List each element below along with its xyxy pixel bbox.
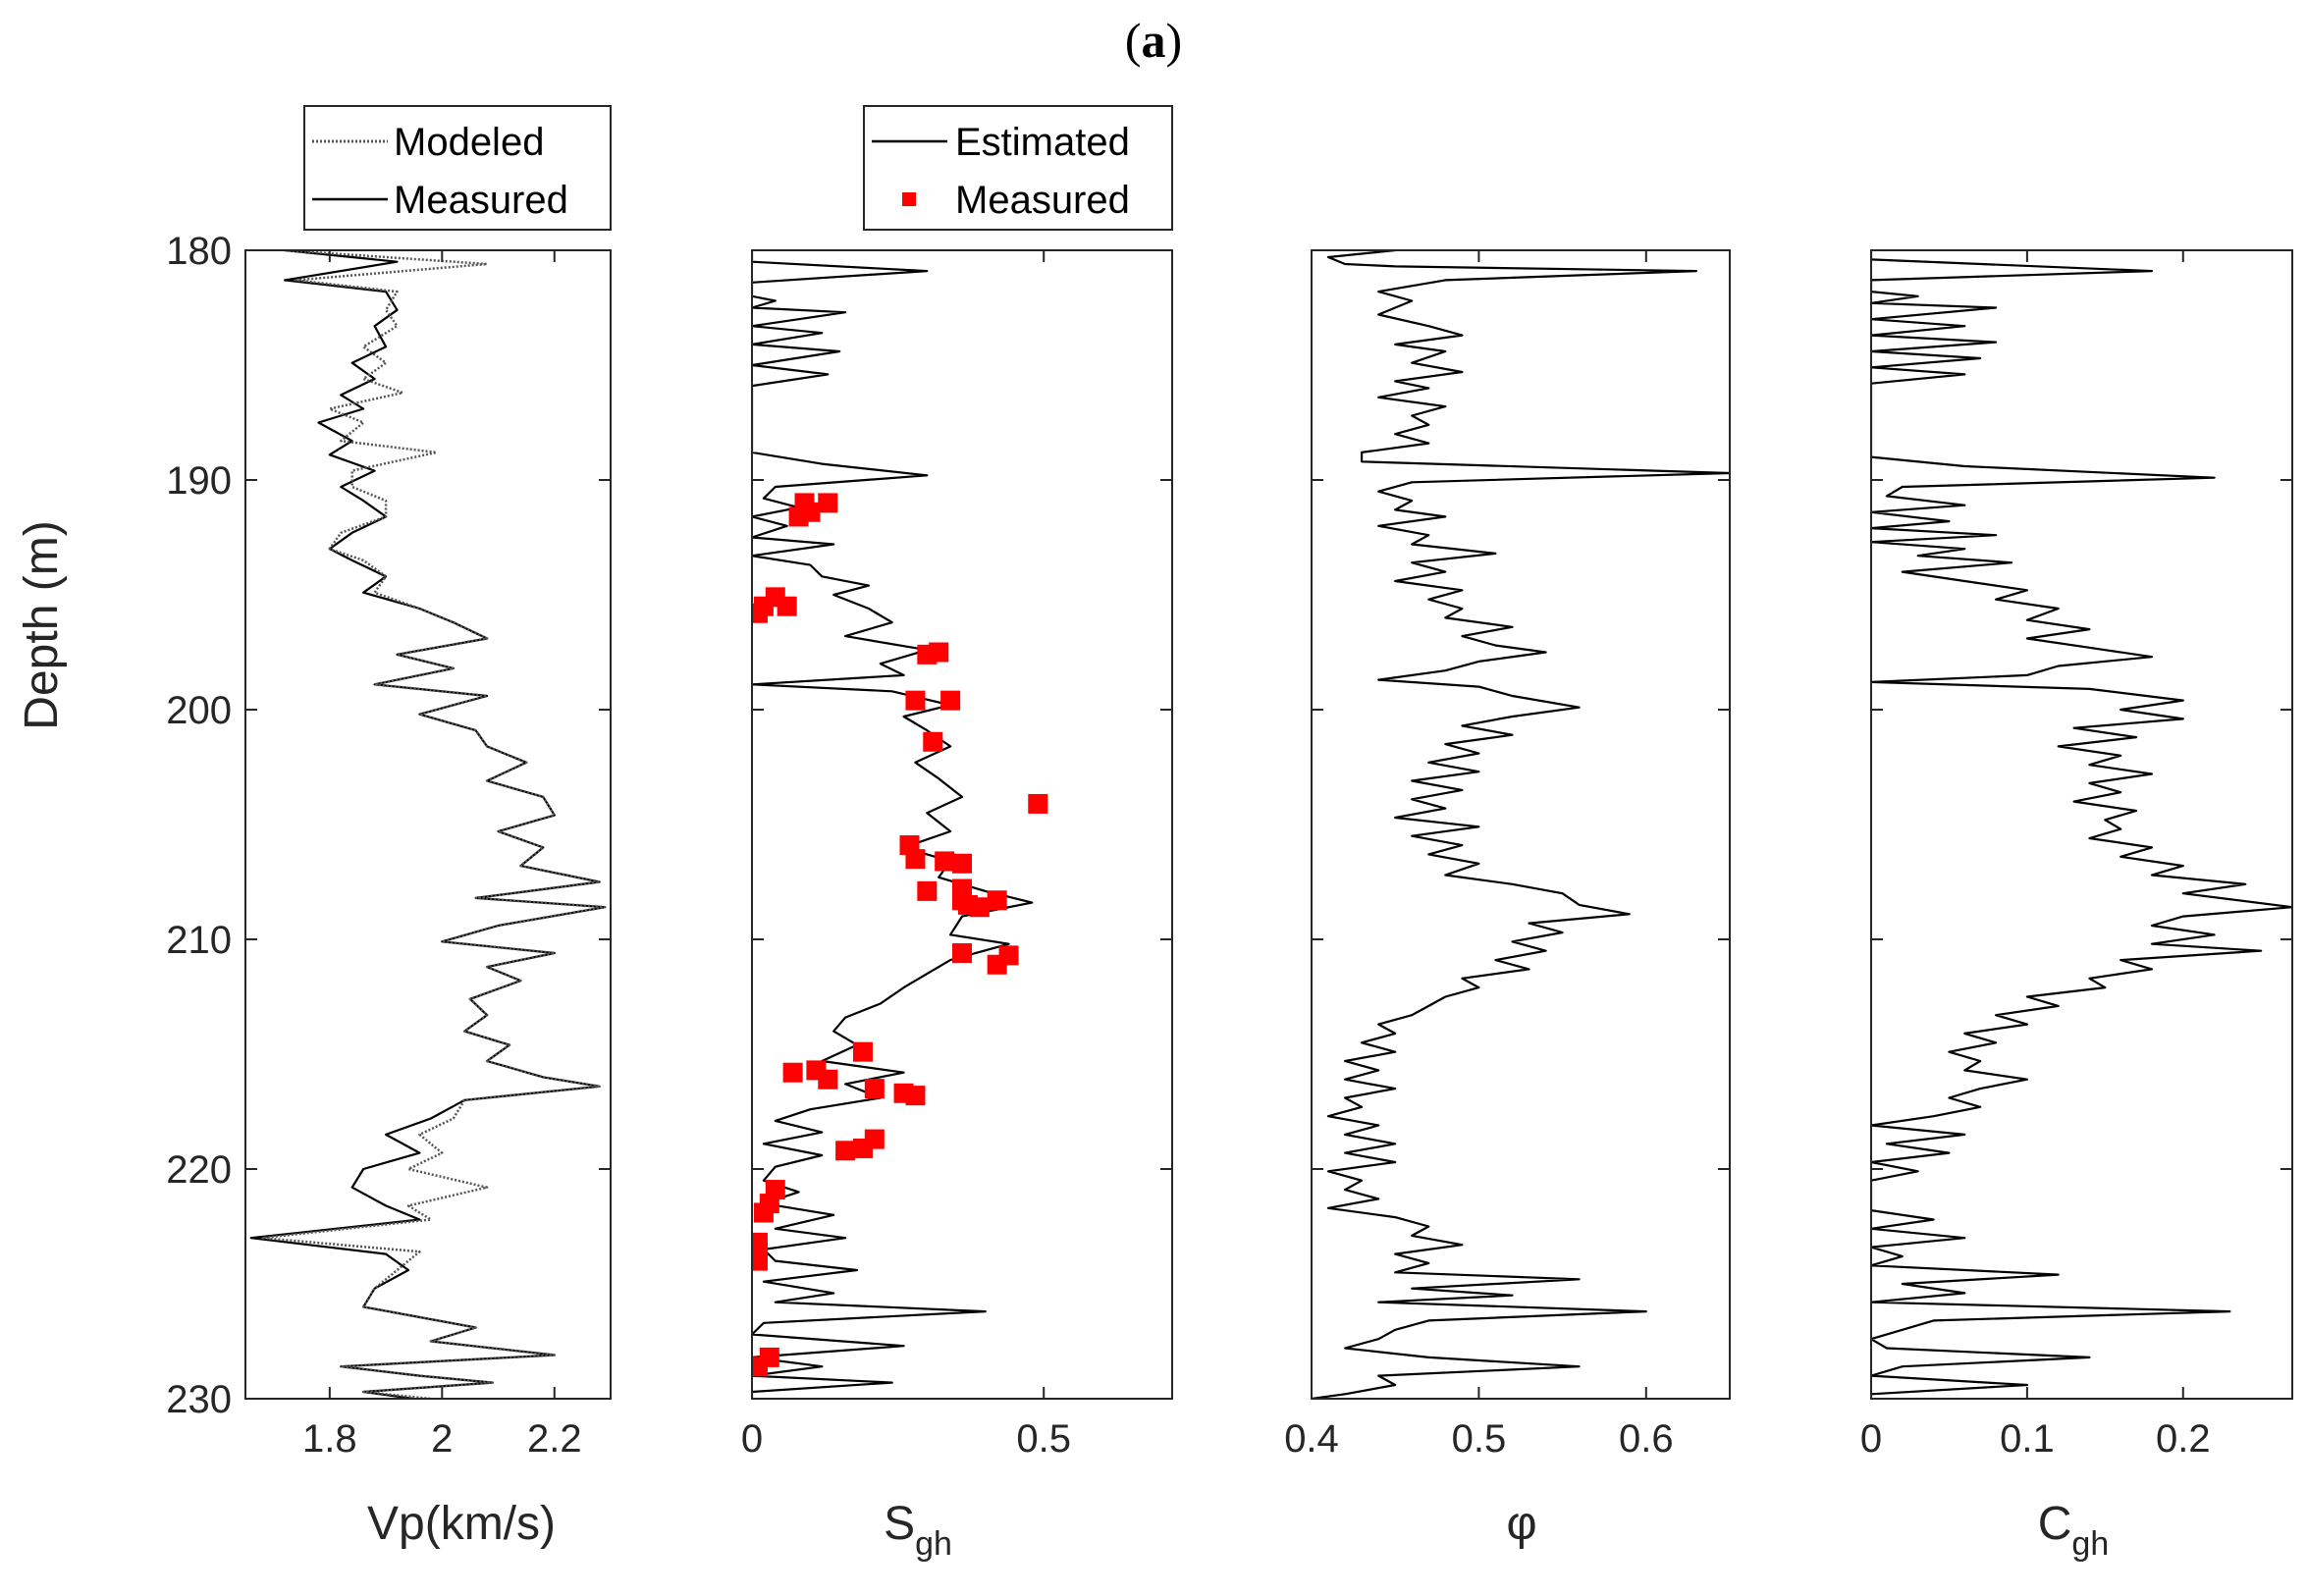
sgh-measured-point-10 (905, 690, 926, 711)
vp-x-tick-label-0: 1.8 (302, 1417, 357, 1461)
sgh-measured-point-16 (935, 851, 955, 872)
depth-y-axis-label: Depth (m) (16, 520, 68, 729)
sgh-measured-point-29 (782, 1062, 803, 1083)
sgh-series-group (752, 250, 1048, 1399)
sgh-measured-point-7 (752, 603, 768, 623)
phi-x-tick-label-1: 0.5 (1452, 1417, 1507, 1461)
sgh-legend-box (863, 105, 1173, 231)
sgh-measured-point-26 (987, 954, 1007, 975)
legend-estimated-label: Estimated (955, 121, 1130, 164)
cgh-x-tick-label-1: 0.1 (2000, 1417, 2055, 1461)
panel-phi: 0.4 0.5 0.6 φ (1284, 249, 1731, 1550)
sgh-measured-point-1 (818, 493, 838, 513)
sgh-plot-area: 0 0.5 (741, 249, 1173, 1461)
panel-vp: 1.8 2 2.2 180 190 200 210 220 230 Vp(km/s) Depth… (16, 105, 612, 1550)
vp-x-tick-label-1: 2 (431, 1417, 453, 1461)
phi-plot-area: 0.4 0.5 0.6 (1284, 249, 1731, 1461)
sgh-measured-point-39 (753, 1202, 774, 1223)
depth-y-tick-label-5: 230 (166, 1378, 232, 1421)
sgh-axes-frame (751, 249, 1173, 1400)
sgh-measured-point-31 (864, 1079, 885, 1099)
panel-cgh: 0 0.1 0.2 Cgh (1860, 249, 2293, 1563)
vp-legend: Modeled Measured (303, 105, 612, 231)
sgh-measured-point-35 (852, 1138, 873, 1158)
panel-sgh: 0 0.5 Sgh Estimated Measured (741, 105, 1173, 1563)
cgh-plot-area: 0 0.1 0.2 (1860, 249, 2293, 1461)
cgh-hydrate-concentration-line (1871, 250, 2292, 1399)
sgh-measured-point-22 (969, 897, 990, 918)
sgh-measured-point-11 (940, 690, 961, 711)
sgh-measured-point-19 (917, 880, 938, 901)
figure-label: (a) (1125, 13, 1182, 68)
sgh-measured-point-23 (987, 890, 1007, 911)
depth-y-tick-label-3: 210 (166, 919, 232, 962)
sgh-x-axis-label: Sgh (884, 1498, 952, 1563)
sgh-measured-point-12 (923, 731, 943, 752)
cgh-axes-frame (1870, 249, 2293, 1400)
sgh-measured-point-30 (818, 1069, 838, 1090)
sgh-measured-point-42 (752, 1250, 768, 1271)
depth-y-tick-label-2: 200 (166, 689, 232, 732)
depth-y-tick-label-0: 180 (166, 230, 232, 273)
depth-y-tick-label-4: 220 (166, 1148, 232, 1192)
vp-plot-area: 1.8 2 2.2 180 190 200 210 220 230 (166, 230, 612, 1461)
sgh-measured-point-3 (788, 506, 809, 527)
sgh-measured-point-27 (852, 1041, 873, 1062)
phi-x-tick-label-2: 0.6 (1619, 1417, 1674, 1461)
depth-y-tick-label-1: 190 (166, 459, 232, 503)
cgh-series-group (1871, 250, 2292, 1399)
legend-modeled-label: Modeled (394, 121, 544, 164)
sgh-measured-point-17 (952, 853, 972, 874)
vp-axes-frame (244, 249, 612, 1400)
sgh-measured-point-33 (905, 1086, 926, 1106)
sgh-measured-point-6 (777, 596, 797, 616)
sgh-measured-point-15 (905, 849, 926, 870)
legend-measured-sgh-label: Measured (955, 179, 1130, 222)
vp-modeled-line (260, 250, 607, 1399)
vp-x-tick-label-2: 2.2 (527, 1417, 582, 1461)
sgh-x-tick-label-0: 0 (741, 1417, 763, 1461)
sgh-measured-point-24 (952, 943, 972, 964)
phi-series-group (1312, 250, 1730, 1399)
cgh-x-tick-label-2: 0.2 (2156, 1417, 2211, 1461)
vp-measured-line (249, 250, 607, 1399)
phi-axes-frame (1311, 249, 1731, 1400)
vp-series-group (249, 250, 607, 1399)
legend-measured-marker (902, 192, 916, 206)
sgh-estimated-line (752, 250, 1034, 1399)
phi-x-axis-label: φ (1506, 1498, 1536, 1550)
legend-measured-label: Measured (394, 179, 568, 222)
sgh-x-tick-label-1: 0.5 (1016, 1417, 1071, 1461)
phi-x-tick-label-0: 0.4 (1284, 1417, 1339, 1461)
cgh-x-axis-label: Cgh (2038, 1498, 2110, 1563)
sgh-measured-point-44 (752, 1357, 768, 1377)
vp-x-axis-label: Vp(km/s) (367, 1498, 556, 1550)
sgh-measured-point-13 (1028, 793, 1048, 814)
sgh-legend: Estimated Measured (863, 105, 1173, 231)
vp-legend-box (303, 105, 612, 231)
cgh-x-tick-label-0: 0 (1860, 1417, 1882, 1461)
sgh-measured-point-9 (929, 642, 949, 663)
sgh-measured-point-36 (835, 1141, 856, 1161)
phi-porosity-line (1312, 250, 1730, 1399)
